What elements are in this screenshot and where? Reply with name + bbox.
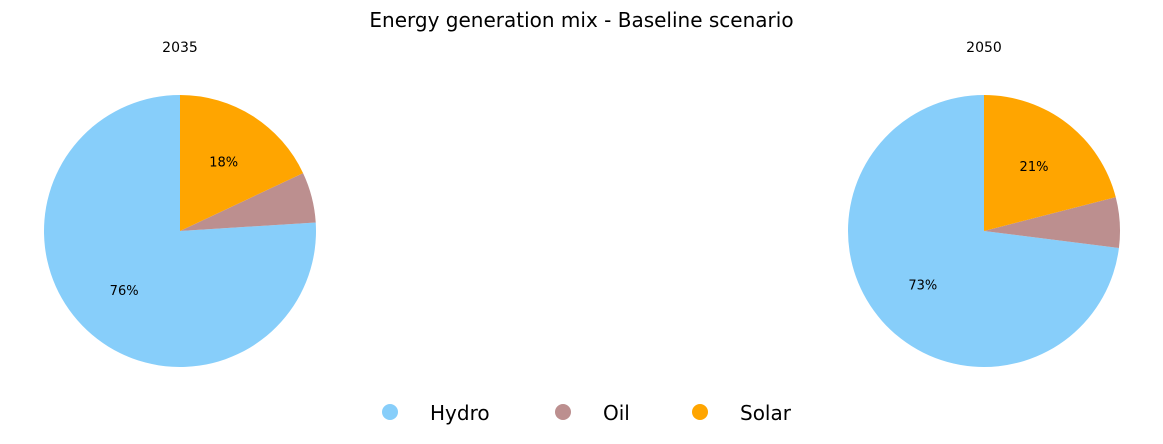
legend-marker-solar <box>692 404 708 420</box>
slice-label-hydro: 76% <box>110 284 139 299</box>
legend-marker-hydro <box>382 404 398 420</box>
legend-item-solar: Solar <box>692 401 792 425</box>
slice-label-hydro: 73% <box>908 278 937 293</box>
pie-chart-2050: 2050 73% 21% <box>848 40 1121 368</box>
pie-slice-solar <box>984 95 1116 231</box>
chart-title: Energy generation mix - Baseline scenari… <box>369 8 793 32</box>
pie-slice-oil <box>180 173 316 231</box>
legend: Hydro Oil Solar <box>382 401 792 425</box>
pie-slice-hydro <box>848 95 1119 368</box>
legend-item-hydro: Hydro <box>382 401 490 425</box>
slice-label-solar: 18% <box>209 156 238 171</box>
legend-marker-oil <box>555 404 571 420</box>
pie-slice-hydro <box>43 95 316 367</box>
pie-slice-oil <box>984 197 1121 249</box>
pie-slice-solar <box>180 95 304 231</box>
pie-title: 2035 <box>162 40 198 56</box>
slice-label-solar: 21% <box>1020 160 1049 175</box>
legend-label-oil: Oil <box>603 401 630 425</box>
pie-chart-2035: 2035 76% 18% <box>43 40 316 367</box>
legend-label-solar: Solar <box>740 401 792 425</box>
legend-label-hydro: Hydro <box>430 401 490 425</box>
legend-item-oil: Oil <box>555 401 630 425</box>
pie-title: 2050 <box>966 40 1002 56</box>
